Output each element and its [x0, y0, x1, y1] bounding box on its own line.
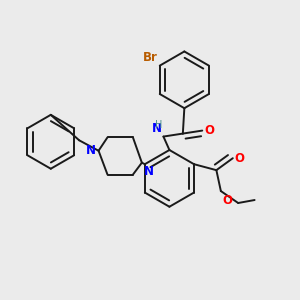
Text: N: N	[144, 165, 154, 178]
Text: O: O	[204, 124, 214, 137]
Text: N: N	[86, 144, 96, 157]
Text: H: H	[154, 120, 162, 130]
Text: Br: Br	[142, 51, 158, 64]
Text: N: N	[152, 122, 162, 135]
Text: O: O	[222, 194, 232, 207]
Text: O: O	[234, 152, 244, 165]
